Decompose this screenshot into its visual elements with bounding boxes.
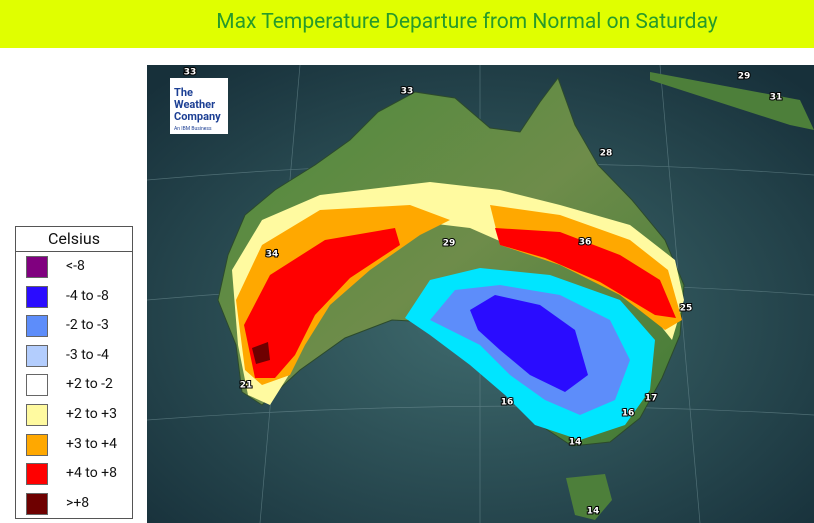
- logo-text: Company: [174, 110, 221, 123]
- legend-items: <-8 -4 to -8 -2 to -3 -3 to -4 +2 to -2 +2 to…: [16, 252, 132, 518]
- city-temperature: 33: [184, 68, 197, 78]
- city-temperature: 25: [680, 304, 693, 314]
- legend-swatch: [26, 433, 48, 456]
- legend-item: +2 to +3: [16, 400, 132, 430]
- legend-item: +3 to +4: [16, 430, 132, 460]
- city-temperature: 21: [240, 381, 253, 391]
- city-temperature: 31: [770, 93, 783, 103]
- legend-swatch: [26, 463, 48, 486]
- legend-swatch: [26, 344, 48, 367]
- band-4-8: [244, 228, 676, 378]
- legend-swatch: [26, 256, 48, 278]
- legend-item: >+8: [16, 489, 132, 519]
- tasmania: [566, 474, 612, 520]
- legend-swatch: [26, 492, 48, 515]
- city-temperature: 17: [645, 394, 658, 404]
- legend-label: -4 to -8: [66, 287, 109, 304]
- map: The Weather Company An IBM Business 3333…: [147, 65, 814, 523]
- legend-swatch: [26, 285, 48, 308]
- legend-item: <-8: [16, 252, 132, 282]
- new-guinea: [650, 72, 814, 130]
- city-temperature: 28: [600, 149, 613, 159]
- title: Max Temperature Departure from Normal on…: [216, 10, 718, 34]
- legend-label: +3 to +4: [66, 435, 117, 452]
- legend-item: +4 to +8: [16, 459, 132, 489]
- city-temperature: 16: [501, 398, 514, 408]
- logo-text: The: [174, 86, 193, 99]
- city-temperature: 36: [579, 238, 592, 248]
- legend-label: <-8: [66, 258, 85, 274]
- legend-label: -2 to -3: [66, 317, 109, 334]
- legend-swatch: [26, 315, 48, 338]
- legend-swatch: [26, 374, 48, 397]
- city-temperature: 29: [443, 239, 456, 249]
- logo-text: An IBM Business: [174, 126, 212, 132]
- legend-item: -4 to -8: [16, 282, 132, 312]
- legend-label: +2 to +3: [66, 405, 117, 422]
- legend-item: +2 to -2: [16, 370, 132, 400]
- legend-swatch: [26, 403, 48, 426]
- legend-item: -2 to -3: [16, 311, 132, 341]
- legend-item: -3 to -4: [16, 341, 132, 371]
- city-temperature: 34: [266, 250, 279, 260]
- legend-label: -3 to -4: [66, 346, 109, 363]
- band-4-8-cool: [470, 295, 588, 392]
- legend-label: >+8: [66, 494, 90, 511]
- legend: Celsius <-8 -4 to -8 -2 to -3 -3 to -4 +2 to…: [15, 226, 133, 520]
- legend-label: +2 to -2: [66, 376, 113, 393]
- city-temperature: 29: [738, 72, 751, 82]
- city-temperature: 14: [569, 438, 582, 448]
- band-over-8: [252, 342, 270, 364]
- logo-text: Weather: [174, 98, 215, 111]
- city-temperature: 16: [622, 409, 635, 419]
- city-temperature: 14: [587, 507, 600, 517]
- city-labels: 33 33 29 31 28 29 34 36 25 21 16 16 17 14 14: [183, 67, 784, 518]
- header-bar: [0, 0, 814, 48]
- legend-label: +4 to +8: [66, 465, 117, 482]
- city-temperature: 33: [401, 87, 414, 97]
- legend-title: Celsius: [16, 227, 132, 252]
- logo-box: [170, 78, 228, 134]
